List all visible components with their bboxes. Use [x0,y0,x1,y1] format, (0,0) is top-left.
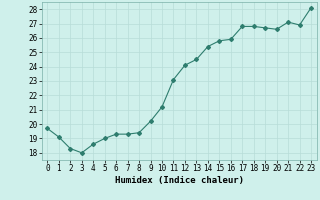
X-axis label: Humidex (Indice chaleur): Humidex (Indice chaleur) [115,176,244,185]
